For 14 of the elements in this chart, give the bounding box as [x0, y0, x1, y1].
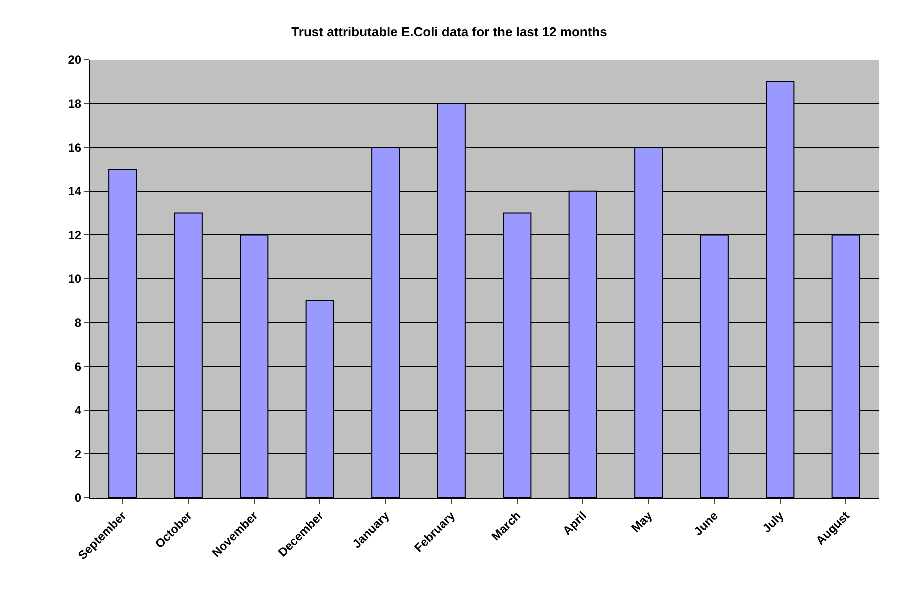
y-tick-label: 10 — [68, 272, 82, 286]
x-tick-label: May — [628, 508, 656, 536]
y-tick-label: 16 — [68, 140, 82, 155]
y-tick-label: 6 — [74, 360, 82, 374]
y-tick-label: 4 — [74, 404, 82, 418]
y-tick-label: 14 — [68, 184, 82, 199]
y-tick-label: 18 — [68, 97, 82, 111]
chart-title: Trust attributable E.Coli data for the last 12 months — [292, 24, 608, 40]
y-tick-label: 12 — [68, 228, 82, 242]
y-tick-label: 2 — [74, 447, 82, 462]
x-tick-label: July — [760, 508, 787, 536]
y-tick-label: 20 — [68, 53, 82, 68]
y-tick-label: 0 — [74, 491, 82, 506]
y-tick-label: 8 — [74, 316, 82, 330]
